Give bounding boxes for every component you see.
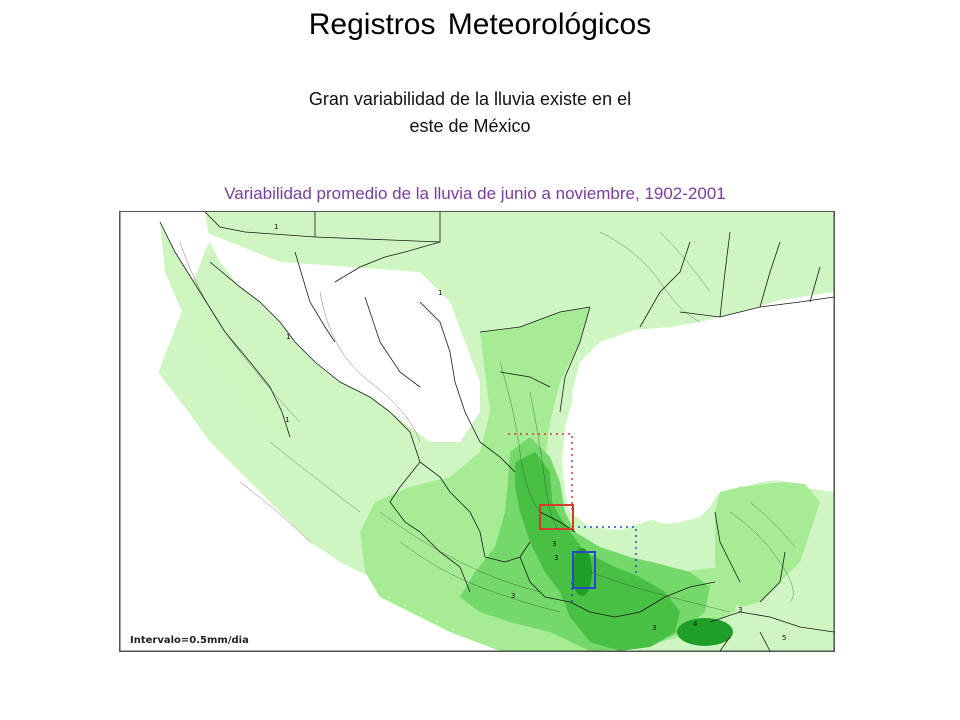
map-graphic: 1 1 1 1 3 3 3 3 3 4 5 bbox=[120, 212, 834, 651]
boundary-lines bbox=[120, 212, 834, 651]
shading-level-2 bbox=[360, 307, 740, 651]
slide-subtitle: Gran variabilidad de la lluvia existe en… bbox=[240, 86, 700, 140]
blue-dotted-box bbox=[571, 526, 637, 602]
subtitle-line-1: Gran variabilidad de la lluvia existe en… bbox=[308, 89, 632, 109]
contour-label: 3 bbox=[652, 624, 656, 632]
contour-interval-note: Intervalo=0.5mm/dia bbox=[130, 635, 249, 646]
gulf-of-mexico bbox=[572, 292, 834, 524]
contour-label: 5 bbox=[782, 634, 786, 642]
contour-label: 3 bbox=[511, 592, 515, 600]
hotspot-north-veracruz bbox=[518, 460, 542, 504]
contour-label: 3 bbox=[738, 606, 742, 614]
contour-label: 4 bbox=[693, 620, 698, 628]
red-solid-box bbox=[539, 504, 574, 530]
contour-lines bbox=[179, 231, 796, 613]
yucatan-peninsula bbox=[715, 482, 820, 607]
contour-label: 3 bbox=[554, 554, 558, 562]
red-dotted-box bbox=[508, 433, 573, 512]
baja-peninsula bbox=[160, 222, 290, 440]
contour-label: 1 bbox=[285, 416, 289, 424]
slide-title: Registros Meteorológicos bbox=[308, 8, 652, 41]
blue-solid-box bbox=[572, 551, 596, 589]
map-caption: Variabilidad promedio de la lluvia de ju… bbox=[224, 184, 726, 203]
low-variability-region bbox=[205, 232, 480, 442]
region-boxes bbox=[508, 433, 637, 602]
contour-value-labels: 1 1 1 1 3 3 3 3 3 4 5 bbox=[274, 223, 786, 642]
contour-label: 1 bbox=[438, 289, 442, 297]
hotspot-tabasco bbox=[677, 618, 733, 646]
subtitle-line-2: este de México bbox=[409, 116, 531, 136]
rainfall-variability-map: 1 1 1 1 3 3 3 3 3 4 5 Intervalo=0.5mm/di… bbox=[119, 211, 835, 652]
shading-level-4 bbox=[515, 452, 680, 651]
contour-label: 1 bbox=[286, 333, 290, 341]
pacific-ocean bbox=[120, 302, 640, 651]
contour-label: 1 bbox=[274, 223, 278, 231]
contour-label: 3 bbox=[552, 540, 556, 548]
hotspot-veracruz bbox=[572, 548, 592, 596]
